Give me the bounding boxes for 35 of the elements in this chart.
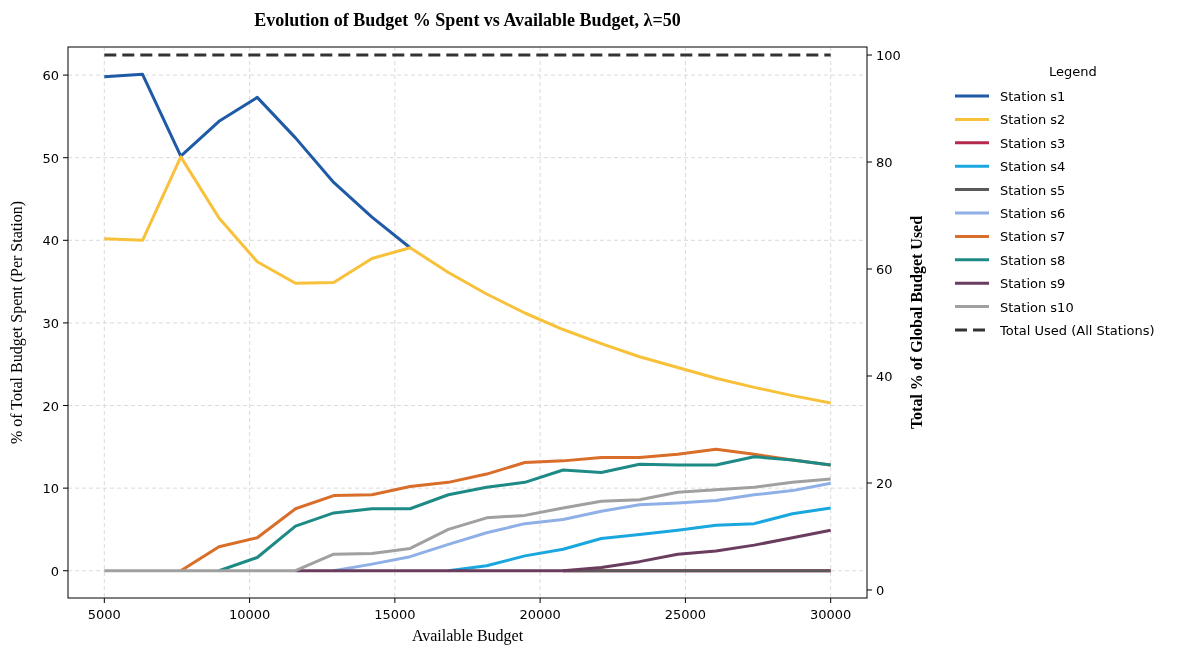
legend-label: Station s2 [1000, 112, 1066, 128]
y-tick-label: 0 [50, 563, 59, 579]
legend-label: Station s10 [1000, 299, 1074, 315]
legend-label: Station s7 [1000, 229, 1066, 245]
y-tick-label: 60 [42, 68, 59, 84]
x-tick-label: 30000 [810, 607, 852, 622]
x-tick-label: 5000 [87, 607, 121, 622]
y-tick-label: 40 [42, 233, 59, 249]
x-tick-label: 15000 [374, 607, 416, 622]
x-axis-title: Available Budget [411, 627, 524, 645]
legend-title: Legend [1049, 64, 1097, 79]
legend-label: Station s4 [1000, 159, 1066, 175]
legend-label: Station s5 [1000, 182, 1066, 198]
legend-label: Station s1 [1000, 89, 1066, 104]
y-tick-label: 30 [42, 315, 59, 331]
legend-label: Station s9 [1000, 276, 1066, 292]
legend-label: Station s3 [1000, 135, 1066, 151]
x-tick-label: 20000 [519, 607, 561, 622]
y-axis-title: % of Total Budget Spent (Per Station) [8, 201, 26, 444]
legend-label: Total Used (All Stations) [999, 323, 1155, 338]
legend-label: Station s6 [1000, 206, 1066, 221]
y2-tick-label: 60 [876, 262, 893, 277]
y2-axis-title: Total % of Global Budget Used [908, 215, 926, 430]
y-tick-label: 50 [42, 150, 59, 166]
y-tick-label: 20 [42, 398, 59, 414]
chart-title: Evolution of Budget % Spent vs Available Budget, λ=50 [254, 10, 681, 30]
legend-label: Station s8 [1000, 252, 1066, 268]
y2-tick-label: 80 [876, 155, 893, 171]
y2-tick-label: 0 [876, 582, 885, 598]
x-tick-label: 10000 [228, 607, 271, 622]
y2-tick-label: 100 [876, 48, 901, 64]
y2-tick-label: 40 [876, 369, 893, 384]
y-tick-label: 10 [42, 481, 59, 497]
y2-tick-label: 20 [876, 475, 893, 491]
x-tick-label: 25000 [664, 607, 707, 622]
